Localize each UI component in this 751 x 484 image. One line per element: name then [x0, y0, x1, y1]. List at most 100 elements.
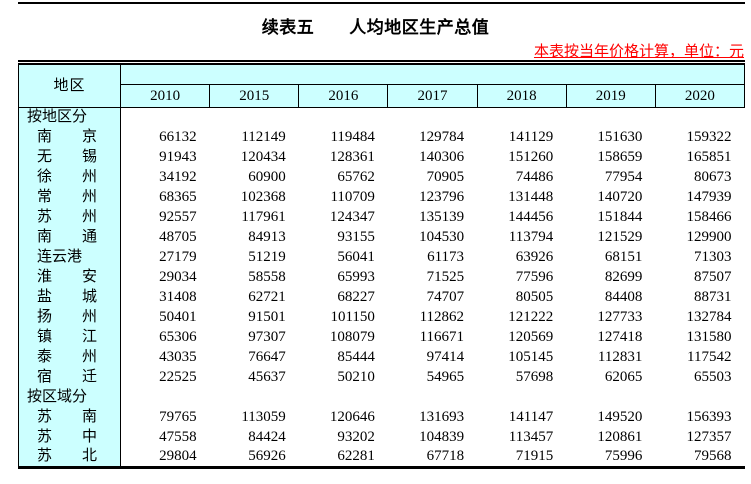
value-cell: 71303 [694, 249, 732, 265]
value-cell: 104839 [419, 429, 465, 445]
value-cell: 65993 [337, 269, 375, 285]
value-cell: 123796 [419, 189, 465, 205]
value-cell: 61173 [427, 249, 465, 265]
value-cell: 66132 [159, 129, 197, 145]
value-cell: 65503 [694, 369, 732, 385]
value-cell: 117961 [241, 209, 286, 225]
value-cell: 48705 [159, 229, 197, 245]
table-row: 镇 江 65306 97307 108079 116671 120569 127418 131… [18, 327, 745, 348]
section-header-row: 按区域分 [18, 387, 745, 408]
value-cell: 151844 [597, 209, 643, 225]
empty-cell [121, 388, 210, 408]
value-cell: 74707 [426, 289, 465, 305]
empty-cell [477, 108, 566, 128]
empty-cell [210, 388, 299, 408]
value-cell: 93155 [337, 229, 375, 245]
table-title: 续表五 人均地区生产总值 [261, 18, 490, 37]
year-header: 2015 [209, 84, 300, 108]
value-cell: 79568 [694, 448, 732, 465]
value-cell: 156393 [686, 409, 732, 425]
value-cell: 121222 [508, 309, 554, 325]
empty-cell [299, 108, 388, 128]
region-label: 常 州 [18, 187, 121, 208]
value-cell: 80505 [515, 289, 554, 305]
year-header: 2020 [654, 84, 746, 108]
empty-cell [566, 108, 655, 128]
value-cell: 82699 [604, 269, 643, 285]
value-cell: 47558 [159, 429, 197, 445]
value-cell: 112149 [241, 129, 286, 145]
value-cell: 121529 [597, 229, 643, 245]
value-cell: 132784 [686, 309, 732, 325]
region-label: 连云港 [18, 247, 121, 268]
year-header: 2018 [476, 84, 567, 108]
value-cell: 22525 [159, 369, 197, 385]
value-cell: 70905 [426, 169, 465, 185]
value-cell: 45637 [248, 369, 286, 385]
value-cell: 140720 [597, 189, 643, 205]
value-cell: 84424 [248, 429, 286, 445]
value-cell: 120569 [508, 329, 554, 345]
value-cell: 63926 [515, 249, 554, 265]
value-cell: 76647 [248, 349, 286, 365]
value-cell: 159322 [686, 129, 732, 145]
value-cell: 147939 [686, 189, 732, 205]
value-cell: 158659 [597, 149, 643, 165]
region-label: 镇 江 [18, 327, 121, 348]
value-cell: 149520 [597, 409, 643, 425]
region-label: 泰 州 [18, 347, 121, 368]
table-row: 泰 州 43035 76647 85444 97414 105145 112831 11754… [18, 347, 745, 368]
year-header: 2019 [565, 84, 656, 108]
value-cell: 144456 [508, 209, 554, 225]
value-cell: 68227 [337, 289, 375, 305]
value-cell: 77596 [515, 269, 554, 285]
value-cell: 120434 [240, 149, 286, 165]
value-cell: 27179 [159, 249, 197, 265]
value-cell: 57698 [515, 369, 554, 385]
value-cell: 65762 [337, 169, 375, 185]
empty-cell [299, 388, 388, 408]
empty-cell [388, 388, 477, 408]
value-cell: 101150 [330, 309, 375, 325]
year-header-row: 2010 2015 2016 2017 2018 2019 2020 [19, 84, 746, 108]
table-row: 宿 迁 22525 45637 50210 54965 57698 62065 65503 [18, 367, 745, 388]
table-row: 徐 州 34192 60900 65762 70905 74486 77954 80673 [18, 167, 745, 188]
value-cell: 58558 [248, 269, 286, 285]
value-cell: 62065 [604, 369, 643, 385]
value-cell: 131693 [419, 409, 465, 425]
region-label: 徐 州 [18, 167, 121, 188]
table-container: 地区 2010 2015 2016 2017 2018 2019 2020 按地区分南 京 6… [18, 60, 746, 469]
table-row: 连云港 27179 51219 56041 61173 63926 68151 71303 [18, 247, 745, 268]
value-cell: 68151 [604, 249, 643, 265]
table-row: 南 通 48705 84913 93155 104530 113794 121529 1299… [18, 227, 745, 248]
table-row: 苏 南 79765 113059 120646 131693 141147 149520 15… [18, 407, 745, 428]
value-cell: 127418 [597, 329, 643, 345]
section-header-label: 按地区分 [18, 107, 121, 128]
table-row: 南 京 66132 112149 119484 129784 141129 151630 15… [18, 127, 745, 148]
per-capita-gdp-table: 地区 2010 2015 2016 2017 2018 2019 2020 按地区分南 京 6… [18, 60, 746, 469]
value-cell: 65306 [159, 329, 197, 345]
value-cell: 151260 [508, 149, 554, 165]
value-cell: 108079 [329, 329, 375, 345]
value-cell: 91501 [248, 309, 286, 325]
value-cell: 60900 [248, 169, 286, 185]
value-cell: 131580 [686, 329, 732, 345]
value-cell: 43035 [159, 349, 197, 365]
value-cell: 75996 [604, 448, 643, 465]
region-label: 苏 北 [18, 447, 121, 468]
value-cell: 97307 [248, 329, 286, 345]
value-cell: 67718 [426, 448, 465, 465]
header-strip-row: 地区 [18, 62, 745, 108]
region-label: 苏 州 [18, 207, 121, 228]
value-cell: 71915 [515, 448, 554, 465]
value-cell: 117542 [687, 349, 732, 365]
value-cell: 80673 [694, 169, 732, 185]
value-cell: 110709 [330, 189, 375, 205]
value-cell: 51219 [248, 249, 286, 265]
table-row: 常 州 68365 102368 110709 123796 131448 140720 14… [18, 187, 745, 208]
region-label: 苏 南 [18, 407, 121, 428]
table-row: 盐 城 31408 62721 68227 74707 80505 84408 88731 [18, 287, 745, 308]
value-cell: 119484 [330, 129, 375, 145]
table-row: 苏 北 29804 56926 62281 67718 71915 75996 79568 [18, 447, 745, 468]
value-cell: 151630 [597, 129, 643, 145]
